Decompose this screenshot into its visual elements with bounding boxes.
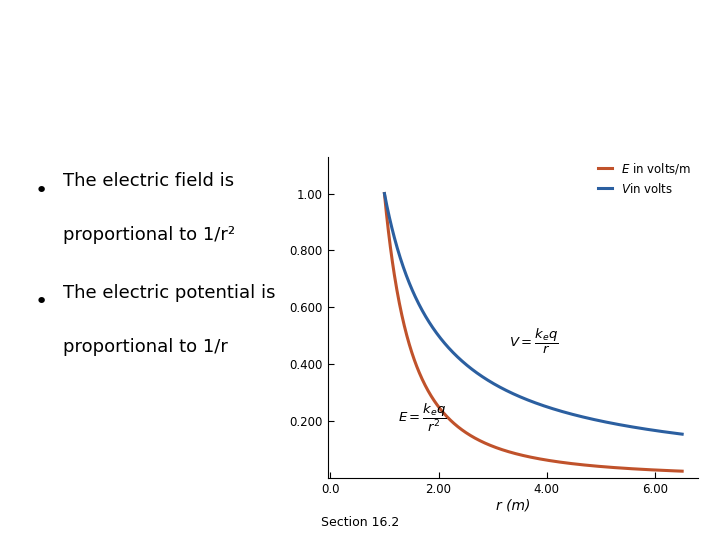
Text: proportional to 1/r: proportional to 1/r [63,338,228,355]
Text: The electric potential is: The electric potential is [63,284,275,302]
Text: •: • [35,180,48,200]
Text: Section 16.2: Section 16.2 [321,516,399,529]
Text: on Distance: on Distance [276,87,444,111]
Text: •: • [35,292,48,312]
X-axis label: r (m): r (m) [496,498,530,512]
Text: $E = \dfrac{k_e q}{r^2}$: $E = \dfrac{k_e q}{r^2}$ [398,402,446,434]
Text: Electric Field and Electric Potential Depend: Electric Field and Electric Potential De… [53,32,667,56]
Text: proportional to 1/r²: proportional to 1/r² [63,226,235,244]
Legend: $E$ in volts/m, $V$in volts: $E$ in volts/m, $V$in volts [593,156,696,200]
Text: The electric field is: The electric field is [63,172,234,190]
Text: $V= \dfrac{k_e q}{r}$: $V= \dfrac{k_e q}{r}$ [509,327,559,355]
